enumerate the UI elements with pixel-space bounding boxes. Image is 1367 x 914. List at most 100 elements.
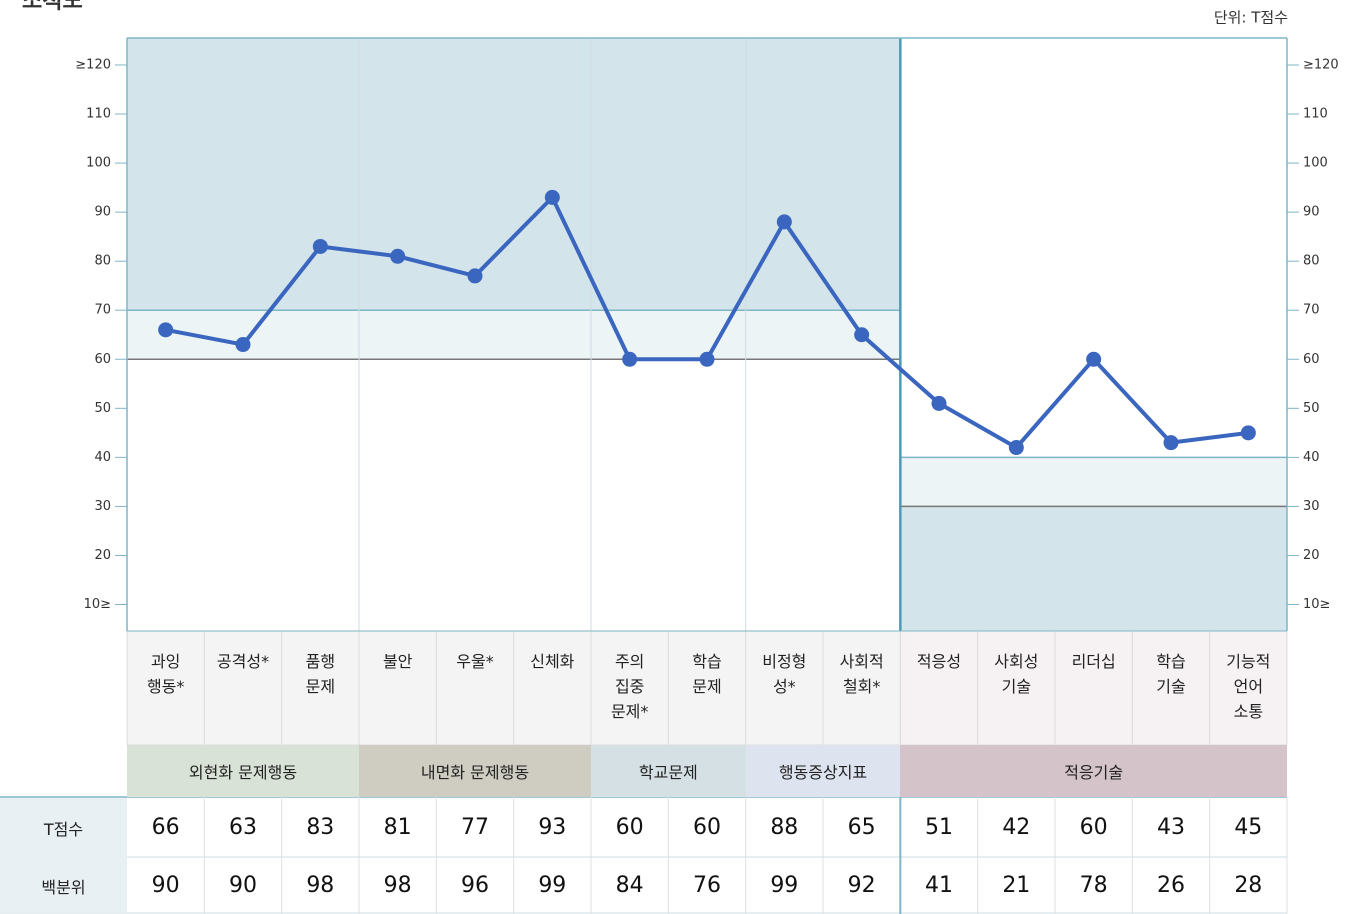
- percentile: 28: [1234, 873, 1263, 898]
- y-tick-label: 110: [86, 107, 111, 122]
- label-cell: [126, 630, 205, 746]
- y-tick-label: 50: [94, 401, 111, 416]
- percentile: 84: [615, 873, 644, 898]
- label-cell: [745, 630, 824, 746]
- t-score: 63: [228, 814, 257, 840]
- data-point: [235, 337, 251, 353]
- t-score: 65: [847, 814, 876, 840]
- row-header: 백분위: [0, 858, 127, 913]
- category-label: 공격성*: [216, 652, 270, 671]
- label-cell: [1209, 630, 1288, 746]
- percentile: 92: [847, 873, 876, 898]
- y-tick-label: 20: [94, 548, 111, 563]
- t-score: 77: [460, 814, 489, 840]
- y2-tick-label: 90: [1303, 205, 1320, 220]
- group-label: 학교문제: [591, 745, 746, 797]
- t-score: 51: [924, 814, 953, 840]
- t-score: 42: [1002, 814, 1031, 840]
- y-tick-label: 40: [94, 450, 111, 465]
- percentile: 90: [151, 873, 180, 898]
- y2-tick-label: 10≥: [1303, 597, 1330, 612]
- data-point: [1240, 425, 1256, 441]
- data-point: [467, 268, 483, 284]
- percentile: 76: [692, 873, 721, 898]
- row-header: T점수: [0, 798, 127, 857]
- group-label: 내면화 문제행동: [359, 745, 591, 797]
- category-label: 적응성: [916, 652, 962, 671]
- category-label: 학습 문제: [692, 652, 722, 696]
- label-cell: [977, 630, 1056, 746]
- data-point: [622, 351, 638, 367]
- y2-tick-label: 60: [1303, 352, 1320, 367]
- data-point: [158, 322, 174, 338]
- y-tick-label: 60: [94, 352, 111, 367]
- data-point: [699, 351, 715, 367]
- clinical-zone: [900, 506, 1287, 631]
- y-tick-label: 80: [94, 254, 111, 269]
- data-point: [1163, 435, 1179, 451]
- label-cell: [435, 630, 515, 746]
- t-score: 60: [692, 814, 721, 840]
- percentile: 98: [383, 873, 412, 898]
- data-point: [544, 189, 560, 205]
- percentile: 99: [538, 873, 567, 898]
- percentile: 41: [924, 873, 953, 898]
- data-point: [854, 327, 870, 343]
- data-point: [390, 248, 406, 264]
- percentile: 90: [228, 873, 257, 898]
- percentile: 96: [460, 873, 489, 898]
- t-score: 83: [306, 814, 335, 840]
- y2-tick-label: 40: [1303, 450, 1320, 465]
- percentile: 21: [1002, 873, 1031, 898]
- category-label: 주의 집중 문제*: [610, 652, 649, 721]
- t-score: 93: [538, 814, 567, 840]
- y-tick-label: 90: [94, 205, 111, 220]
- category-label: 과잉 행동*: [146, 652, 185, 696]
- category-label: 우울*: [456, 652, 494, 671]
- t-score: 88: [770, 814, 799, 840]
- group-label: 외현화 문제행동: [127, 745, 359, 797]
- y-tick-label: ≥120: [75, 57, 111, 72]
- y2-tick-label: 70: [1303, 303, 1320, 318]
- data-point: [312, 238, 328, 254]
- data-point: [1086, 351, 1102, 367]
- unit: 단위: T점수: [1214, 9, 1288, 27]
- percentile: 26: [1156, 873, 1185, 898]
- y-tick-label: 30: [94, 499, 111, 514]
- category-label: 신체화: [530, 652, 575, 671]
- label-cell: [1131, 630, 1211, 746]
- label-cell: [1054, 630, 1133, 746]
- label-cell: [822, 630, 901, 746]
- data-point: [931, 395, 947, 411]
- category-label: 기능적 언어 소통: [1226, 652, 1271, 721]
- y2-tick-label: 30: [1303, 499, 1320, 514]
- y2-tick-label: 80: [1303, 254, 1320, 269]
- category-label: 품행 문제: [305, 652, 336, 696]
- data-point: [1008, 440, 1024, 456]
- t-score: 45: [1234, 814, 1263, 840]
- label-cell: [667, 630, 747, 746]
- percentile: 98: [306, 873, 335, 898]
- t-score: 81: [383, 814, 412, 840]
- t-score: 60: [615, 814, 644, 840]
- clinical-zone: [591, 38, 746, 311]
- at-risk-zone: [745, 310, 901, 360]
- t-score: 66: [151, 814, 180, 840]
- label-cell: [590, 630, 669, 746]
- y2-tick-label: 110: [1303, 107, 1328, 122]
- y2-tick-label: 100: [1303, 156, 1328, 171]
- y2-tick-label: ≥120: [1303, 57, 1339, 72]
- label-cell: [899, 630, 979, 746]
- data-point: [776, 214, 792, 230]
- label-cell: [203, 630, 283, 746]
- category-label: 비정형 성*: [762, 652, 807, 696]
- group-label: 적응기술: [900, 745, 1287, 797]
- category-label: 불안: [382, 652, 413, 671]
- clinical-zone: [745, 38, 901, 311]
- category-label: 학습 기술: [1156, 652, 1186, 696]
- category-label: 사회성 기술: [994, 652, 1039, 696]
- percentile: 99: [770, 873, 799, 898]
- y-tick-label: 10≥: [84, 597, 111, 612]
